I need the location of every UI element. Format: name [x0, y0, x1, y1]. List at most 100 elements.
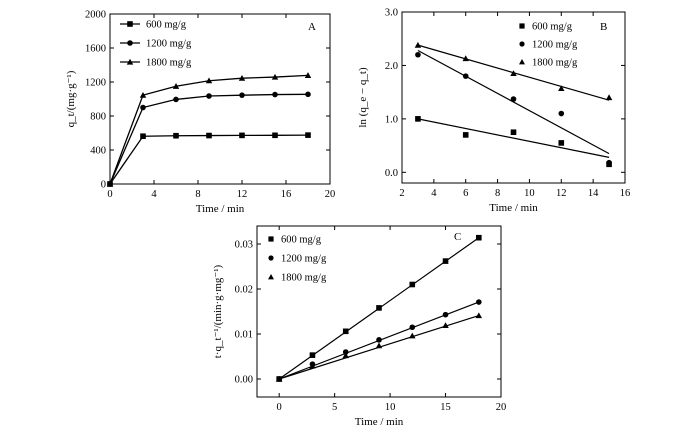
- y-tick-label: 2.0: [385, 61, 398, 72]
- x-tick-label: 5: [332, 402, 337, 413]
- data-point: [205, 77, 213, 84]
- y-tick-label: 0: [101, 180, 106, 191]
- x-axis-label: Time / min: [355, 416, 404, 428]
- panel-b: 2 4 6 8 10 12 14 16 0.0 1.0 2.0 3.0 Time / min ln (q_…: [357, 8, 630, 215]
- panel-tag: B: [600, 21, 607, 33]
- data-point: [376, 337, 382, 343]
- x-tick-label: 16: [281, 189, 292, 200]
- data-point: [510, 96, 517, 102]
- data-point: [272, 91, 278, 98]
- legend-marker: [127, 21, 133, 27]
- y-tick-label: 1600: [85, 44, 106, 55]
- panel-c: 0 5 10 15 20 0.00 0.01 0.02 0.03 Time / min t·q_t⁻…: [212, 225, 506, 428]
- panel-a: 0 4 8 12 16 20 0 400 800 1200 1600 2000 Time / min q_…: [65, 10, 335, 216]
- data-point: [172, 83, 180, 89]
- x-tick-label: 15: [440, 402, 451, 413]
- x-tick-label: 4: [431, 188, 437, 199]
- series-line: [109, 74, 309, 185]
- x-tick-label: 0: [107, 189, 112, 200]
- x-tick-label: 2: [399, 188, 404, 199]
- x-tick-label: 14: [588, 188, 599, 199]
- y-tick-label: 0.00: [235, 375, 253, 386]
- series-1200-mg-g: 1200 mg/g: [107, 39, 311, 187]
- plot-frame: [109, 13, 331, 185]
- legend-marker: [519, 59, 525, 65]
- data-point: [510, 129, 517, 136]
- y-tick-label: 0.0: [385, 168, 398, 179]
- data-point: [239, 132, 245, 139]
- data-point: [442, 258, 449, 264]
- x-tick-label: 8: [495, 188, 500, 199]
- data-point: [375, 342, 383, 349]
- data-point: [476, 234, 482, 241]
- legend-marker: [126, 58, 134, 65]
- data-point: [206, 93, 212, 99]
- x-tick-label: 10: [524, 188, 535, 199]
- data-point: [409, 281, 416, 288]
- data-point: [304, 72, 312, 78]
- panel-tag: C: [454, 231, 461, 243]
- data-point: [415, 51, 421, 58]
- legend-marker: [268, 255, 274, 261]
- legend-label: 1800 mg/g: [532, 58, 578, 69]
- data-point: [510, 70, 517, 77]
- data-point: [140, 133, 146, 140]
- data-point: [173, 132, 179, 139]
- y-tick-label: 1200: [85, 78, 106, 89]
- fit-line: [417, 49, 610, 155]
- data-point: [106, 180, 114, 187]
- x-tick-label: 4: [151, 189, 157, 200]
- data-point: [442, 322, 449, 329]
- legend-marker: [519, 41, 525, 47]
- legend-label: 1200 mg/g: [532, 40, 578, 51]
- legend-marker: [268, 274, 274, 280]
- legend-label: 1200 mg/g: [281, 254, 327, 265]
- data-point: [409, 324, 416, 331]
- series-line: [109, 93, 309, 185]
- legend-marker: [268, 236, 274, 242]
- legend-label: 1200 mg/g: [146, 39, 192, 50]
- data-point: [342, 328, 349, 335]
- x-tick-label: 20: [325, 189, 336, 200]
- y-tick-label: 800: [90, 112, 106, 123]
- legend-label: 600 mg/g: [146, 20, 187, 31]
- y-axis-label: t·q_t⁻¹/(min·g·mg⁻¹): [212, 264, 224, 358]
- y-tick-label: 0.02: [235, 285, 253, 296]
- legend-label: 1800 mg/g: [281, 273, 327, 284]
- data-point: [376, 305, 382, 311]
- data-point: [462, 55, 469, 62]
- data-point: [606, 159, 612, 166]
- data-point: [305, 132, 311, 138]
- x-axis-label: Time / min: [196, 203, 245, 215]
- y-tick-label: 0.01: [235, 330, 253, 341]
- data-point: [305, 91, 311, 98]
- x-axis-label: Time / min: [489, 202, 538, 214]
- data-point: [409, 332, 416, 339]
- data-point: [462, 132, 469, 138]
- series-600-mg-g: 600 mg/g: [107, 20, 311, 187]
- data-point: [558, 85, 565, 91]
- legend-marker: [519, 23, 525, 29]
- data-point: [140, 104, 146, 111]
- data-point: [139, 91, 147, 98]
- data-point: [414, 41, 422, 48]
- data-point: [558, 110, 565, 117]
- x-tick-label: 12: [556, 188, 567, 199]
- data-point: [442, 311, 449, 318]
- data-point: [271, 73, 279, 80]
- plot-frame: [256, 225, 502, 398]
- y-axis-label: q_t/(mg·g⁻¹): [65, 70, 77, 127]
- x-tick-label: 0: [277, 402, 282, 413]
- series-line: [109, 134, 309, 185]
- data-point: [309, 352, 316, 358]
- x-tick-label: 16: [620, 188, 631, 199]
- data-point: [238, 74, 246, 81]
- y-tick-label: 1.0: [385, 114, 398, 125]
- series-1800-mg-g: 1800 mg/g: [106, 58, 312, 187]
- x-tick-label: 12: [237, 189, 248, 200]
- y-axis-label: ln (q_e − q_t): [357, 67, 369, 128]
- legend-label: 1800 mg/g: [146, 58, 192, 69]
- y-tick-label: 400: [90, 146, 106, 157]
- data-point: [475, 312, 483, 319]
